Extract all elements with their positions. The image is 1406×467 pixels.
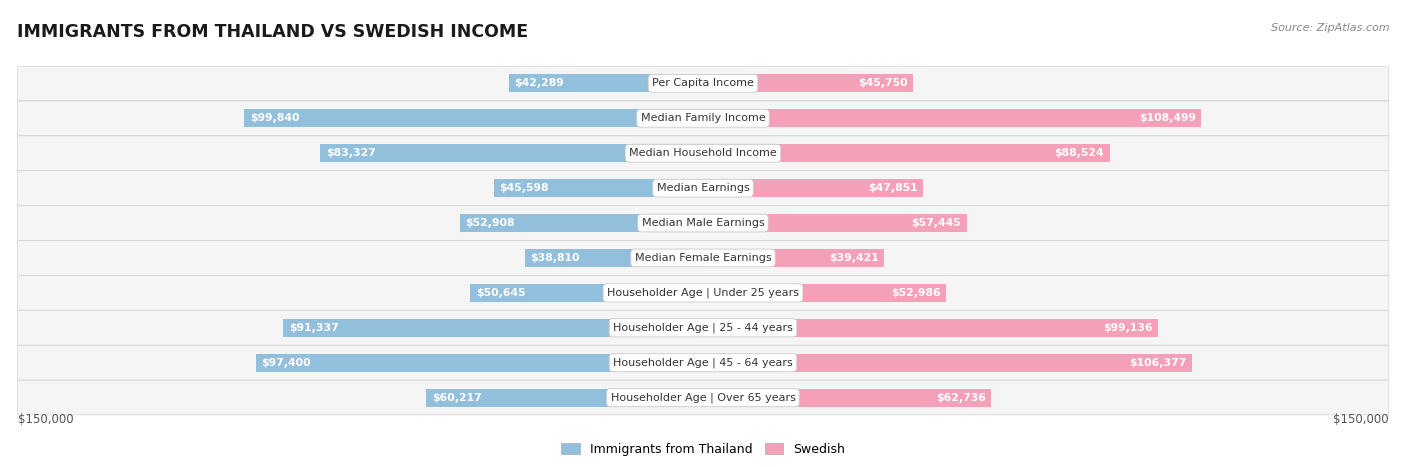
- Bar: [703, 144, 1109, 163]
- Text: $52,986: $52,986: [891, 288, 941, 298]
- Text: Householder Age | 45 - 64 years: Householder Age | 45 - 64 years: [613, 357, 793, 368]
- Text: $99,136: $99,136: [1104, 323, 1153, 333]
- Text: $52,908: $52,908: [465, 218, 515, 228]
- Bar: [426, 389, 703, 407]
- Text: Median Household Income: Median Household Income: [628, 148, 778, 158]
- Text: $97,400: $97,400: [262, 358, 311, 368]
- Text: $150,000: $150,000: [1333, 413, 1389, 426]
- Bar: [703, 109, 1201, 127]
- FancyBboxPatch shape: [17, 311, 1389, 345]
- FancyBboxPatch shape: [17, 206, 1389, 241]
- FancyBboxPatch shape: [17, 66, 1389, 101]
- Text: $60,217: $60,217: [432, 393, 482, 403]
- Text: $45,598: $45,598: [499, 183, 548, 193]
- FancyBboxPatch shape: [17, 241, 1389, 275]
- Text: Householder Age | 25 - 44 years: Householder Age | 25 - 44 years: [613, 323, 793, 333]
- FancyBboxPatch shape: [17, 171, 1389, 205]
- Text: $62,736: $62,736: [935, 393, 986, 403]
- Bar: [703, 284, 946, 302]
- Bar: [245, 109, 703, 127]
- Text: $50,645: $50,645: [475, 288, 526, 298]
- Bar: [256, 354, 703, 372]
- Text: $91,337: $91,337: [290, 323, 339, 333]
- Bar: [494, 179, 703, 197]
- Bar: [509, 74, 703, 92]
- Text: $42,289: $42,289: [515, 78, 564, 88]
- Bar: [703, 389, 991, 407]
- Text: Source: ZipAtlas.com: Source: ZipAtlas.com: [1271, 23, 1389, 33]
- Bar: [703, 179, 922, 197]
- Text: Median Male Earnings: Median Male Earnings: [641, 218, 765, 228]
- FancyBboxPatch shape: [17, 101, 1389, 135]
- Bar: [524, 249, 703, 267]
- Bar: [471, 284, 703, 302]
- Bar: [284, 318, 703, 337]
- Text: $106,377: $106,377: [1129, 358, 1187, 368]
- Text: $83,327: $83,327: [326, 148, 375, 158]
- Bar: [703, 249, 884, 267]
- Bar: [321, 144, 703, 163]
- Text: Householder Age | Over 65 years: Householder Age | Over 65 years: [610, 392, 796, 403]
- Text: Householder Age | Under 25 years: Householder Age | Under 25 years: [607, 288, 799, 298]
- FancyBboxPatch shape: [17, 136, 1389, 170]
- Text: $57,445: $57,445: [911, 218, 962, 228]
- Text: $108,499: $108,499: [1139, 113, 1197, 123]
- FancyBboxPatch shape: [17, 346, 1389, 380]
- Text: $88,524: $88,524: [1054, 148, 1104, 158]
- Text: $99,840: $99,840: [250, 113, 299, 123]
- Text: $45,750: $45,750: [858, 78, 908, 88]
- Text: IMMIGRANTS FROM THAILAND VS SWEDISH INCOME: IMMIGRANTS FROM THAILAND VS SWEDISH INCO…: [17, 23, 529, 42]
- Bar: [703, 318, 1159, 337]
- Text: $39,421: $39,421: [828, 253, 879, 263]
- Text: Median Earnings: Median Earnings: [657, 183, 749, 193]
- Text: Per Capita Income: Per Capita Income: [652, 78, 754, 88]
- Text: Median Female Earnings: Median Female Earnings: [634, 253, 772, 263]
- Bar: [460, 214, 703, 232]
- Bar: [703, 354, 1191, 372]
- Text: $150,000: $150,000: [17, 413, 73, 426]
- Bar: [703, 74, 912, 92]
- Bar: [703, 214, 967, 232]
- Text: $38,810: $38,810: [530, 253, 579, 263]
- FancyBboxPatch shape: [17, 380, 1389, 415]
- Legend: Immigrants from Thailand, Swedish: Immigrants from Thailand, Swedish: [555, 438, 851, 461]
- Text: Median Family Income: Median Family Income: [641, 113, 765, 123]
- Text: $47,851: $47,851: [868, 183, 917, 193]
- FancyBboxPatch shape: [17, 276, 1389, 310]
